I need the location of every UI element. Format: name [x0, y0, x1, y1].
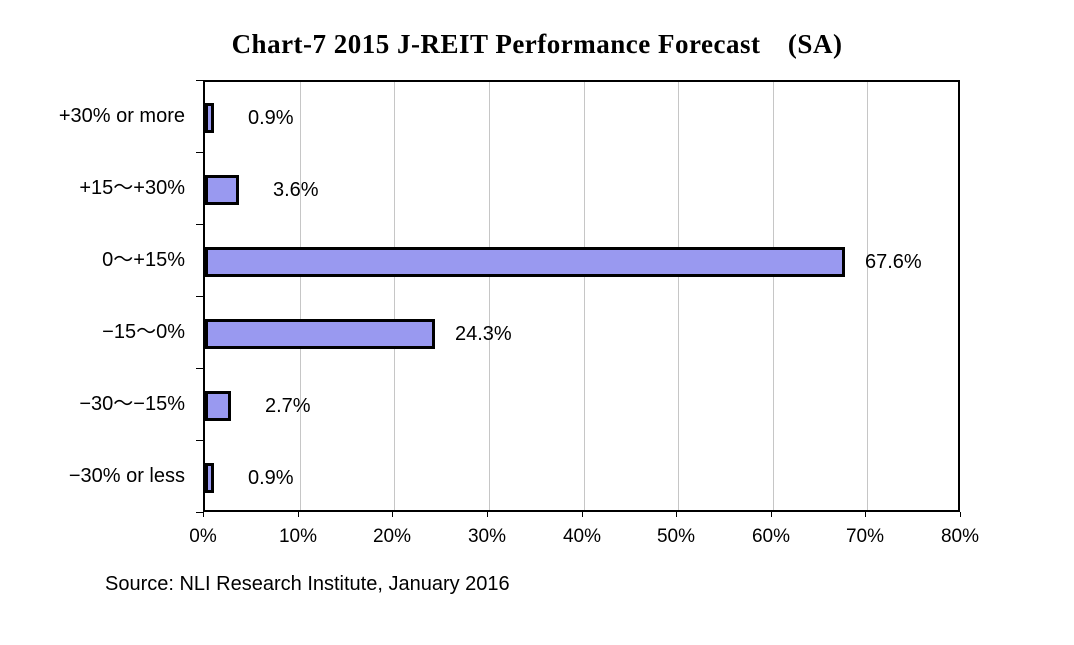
category-label: −15～0%: [102, 321, 185, 343]
gridline: [489, 82, 490, 510]
y-tick-mark: [196, 440, 203, 441]
source-note: Source: NLI Research Institute, January …: [105, 573, 510, 595]
x-tick-mark: [676, 512, 677, 517]
gridline: [867, 82, 868, 510]
x-tick-label: 10%: [278, 526, 318, 547]
y-tick-mark: [196, 296, 203, 297]
x-tick-label: 40%: [562, 526, 602, 547]
category-label: +30% or more: [58, 105, 185, 127]
bar: [205, 463, 214, 493]
gridline: [678, 82, 679, 510]
x-tick-label: 20%: [372, 526, 412, 547]
y-tick-mark: [196, 512, 203, 513]
bar: [205, 247, 845, 277]
x-tick-label: 0%: [189, 526, 217, 547]
bar-value-label: 0.9%: [248, 107, 294, 129]
gridline: [773, 82, 774, 510]
bar-value-label: 3.6%: [273, 179, 319, 201]
x-tick-mark: [298, 512, 299, 517]
x-tick-mark: [203, 512, 204, 517]
gridline: [300, 82, 301, 510]
x-tick-label: 30%: [467, 526, 507, 547]
bar: [205, 391, 231, 421]
bar-value-label: 24.3%: [455, 323, 512, 345]
category-label: 0～+15%: [102, 249, 185, 271]
category-label: −30～−15%: [79, 393, 185, 415]
x-tick-label: 60%: [751, 526, 791, 547]
category-label: −30% or less: [68, 465, 185, 487]
x-tick-mark: [771, 512, 772, 517]
bar: [205, 175, 239, 205]
bar-value-label: 67.6%: [865, 251, 922, 273]
chart-title: Chart-7 2015 J-REIT Performance Forecast…: [231, 29, 843, 59]
gridline: [584, 82, 585, 510]
x-tick-mark: [487, 512, 488, 517]
bar-value-label: 2.7%: [265, 395, 311, 417]
bar-value-label: 0.9%: [248, 467, 294, 489]
y-tick-mark: [196, 368, 203, 369]
plot-area: 0.9% 3.6% 67.6% 24.3% 2.7% 0.9%: [203, 80, 960, 512]
x-tick-label: 50%: [656, 526, 696, 547]
x-tick-label: 80%: [940, 526, 980, 547]
bar: [205, 103, 214, 133]
y-tick-mark: [196, 80, 203, 81]
x-tick-mark: [392, 512, 393, 517]
x-tick-mark: [865, 512, 866, 517]
bar: [205, 319, 435, 349]
y-tick-mark: [196, 224, 203, 225]
gridline: [394, 82, 395, 510]
x-tick-mark: [582, 512, 583, 517]
x-tick-label: 70%: [845, 526, 885, 547]
x-tick-mark: [960, 512, 961, 517]
y-tick-mark: [196, 152, 203, 153]
category-label: +15～+30%: [79, 177, 185, 199]
